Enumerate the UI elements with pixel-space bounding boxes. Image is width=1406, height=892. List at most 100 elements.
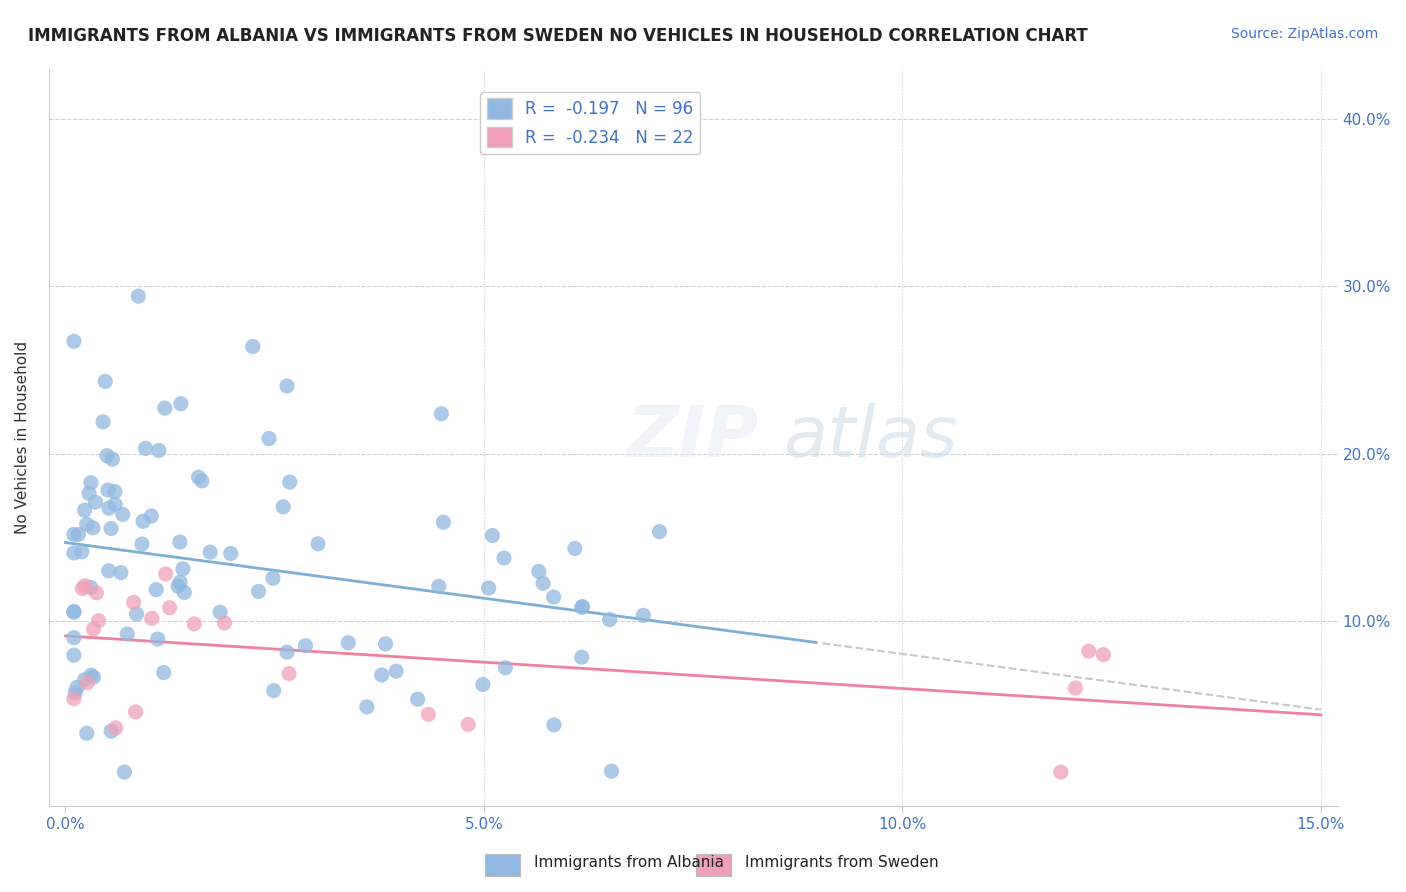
Legend: R =  -0.197   N = 96, R =  -0.234   N = 22: R = -0.197 N = 96, R = -0.234 N = 22	[479, 92, 700, 154]
Immigrants from Albania	[80, 668, 103, 682]
Immigrants from Albania	[100, 522, 122, 536]
Immigrants from Albania	[110, 566, 132, 580]
Immigrants from Albania	[406, 692, 429, 706]
Immigrants from Sweden	[214, 615, 236, 630]
Immigrants from Albania	[471, 677, 494, 691]
Immigrants from Albania	[478, 581, 501, 595]
Immigrants from Albania	[97, 501, 120, 516]
Immigrants from Albania	[63, 686, 86, 700]
Immigrants from Albania	[219, 547, 242, 561]
Immigrants from Albania	[77, 486, 100, 500]
Immigrants from Albania	[427, 579, 450, 593]
Immigrants from Albania	[135, 442, 157, 456]
Immigrants from Albania	[63, 605, 86, 619]
Immigrants from Albania	[63, 648, 86, 663]
Immigrants from Albania	[63, 631, 86, 645]
Immigrants from Sweden	[75, 579, 97, 593]
Immigrants from Albania	[145, 582, 167, 597]
Immigrants from Albania	[63, 546, 86, 560]
Immigrants from Albania	[79, 581, 101, 595]
Immigrants from Albania	[307, 537, 329, 551]
Immigrants from Albania	[112, 765, 135, 780]
Immigrants from Albania	[527, 565, 550, 579]
Immigrants from Albania	[152, 665, 174, 680]
Immigrants from Albania	[76, 517, 98, 532]
Immigrants from Albania	[131, 537, 153, 551]
Immigrants from Albania	[531, 576, 554, 591]
Immigrants from Sweden	[87, 614, 110, 628]
Immigrants from Sweden	[63, 691, 86, 706]
Immigrants from Albania	[200, 545, 222, 559]
Immigrants from Albania	[571, 600, 593, 615]
Immigrants from Sweden	[457, 717, 479, 731]
Immigrants from Albania	[564, 541, 586, 556]
Immigrants from Albania	[73, 503, 96, 517]
Immigrants from Albania	[125, 607, 148, 621]
Immigrants from Albania	[70, 545, 93, 559]
Immigrants from Sweden	[1064, 681, 1087, 695]
Immigrants from Albania	[276, 645, 298, 659]
Immigrants from Sweden	[1077, 644, 1099, 658]
Immigrants from Albania	[385, 664, 408, 678]
Immigrants from Albania	[571, 650, 593, 665]
Y-axis label: No Vehicles in Household: No Vehicles in Household	[15, 341, 30, 533]
Immigrants from Sweden	[122, 595, 145, 609]
Immigrants from Albania	[374, 637, 396, 651]
Immigrants from Albania	[91, 415, 114, 429]
Immigrants from Albania	[111, 508, 134, 522]
Immigrants from Albania	[169, 535, 191, 549]
Immigrants from Albania	[242, 339, 264, 353]
Immigrants from Albania	[66, 681, 89, 695]
Text: ZIP: ZIP	[627, 402, 759, 472]
Immigrants from Albania	[571, 599, 593, 614]
Immigrants from Albania	[97, 483, 120, 497]
Immigrants from Albania	[127, 289, 149, 303]
Immigrants from Albania	[370, 668, 392, 682]
Immigrants from Albania	[148, 443, 170, 458]
Immigrants from Albania	[173, 585, 195, 599]
Immigrants from Albania	[117, 627, 139, 641]
Immigrants from Sweden	[72, 582, 94, 596]
Immigrants from Albania	[492, 551, 515, 566]
Text: atlas: atlas	[783, 402, 957, 472]
Text: IMMIGRANTS FROM ALBANIA VS IMMIGRANTS FROM SWEDEN NO VEHICLES IN HOUSEHOLD CORRE: IMMIGRANTS FROM ALBANIA VS IMMIGRANTS FR…	[28, 27, 1088, 45]
Immigrants from Albania	[84, 495, 107, 509]
Immigrants from Albania	[96, 449, 118, 463]
Immigrants from Sweden	[159, 600, 181, 615]
Immigrants from Albania	[356, 700, 378, 714]
Immigrants from Sweden	[183, 616, 205, 631]
Immigrants from Albania	[271, 500, 294, 514]
Immigrants from Albania	[276, 379, 298, 393]
Immigrants from Albania	[172, 562, 194, 576]
Immigrants from Albania	[132, 515, 155, 529]
Immigrants from Sweden	[418, 707, 440, 722]
Immigrants from Sweden	[76, 675, 98, 690]
Text: Immigrants from Sweden: Immigrants from Sweden	[745, 855, 939, 870]
Immigrants from Albania	[63, 527, 86, 541]
Immigrants from Sweden	[124, 705, 146, 719]
Immigrants from Albania	[170, 397, 193, 411]
Immigrants from Albania	[167, 579, 190, 593]
Immigrants from Albania	[67, 527, 90, 541]
Immigrants from Albania	[63, 605, 86, 619]
Immigrants from Albania	[294, 639, 316, 653]
Immigrants from Albania	[101, 452, 124, 467]
Immigrants from Albania	[481, 528, 503, 542]
Immigrants from Albania	[543, 590, 565, 604]
Immigrants from Albania	[648, 524, 671, 539]
Immigrants from Albania	[97, 564, 120, 578]
Immigrants from Albania	[257, 432, 280, 446]
Immigrants from Albania	[247, 584, 270, 599]
Immigrants from Albania	[262, 571, 284, 585]
Immigrants from Albania	[278, 475, 301, 489]
Immigrants from Albania	[63, 334, 86, 349]
Immigrants from Albania	[100, 724, 122, 739]
Immigrants from Sweden	[104, 721, 127, 735]
Immigrants from Sweden	[278, 666, 301, 681]
Immigrants from Albania	[209, 605, 232, 619]
Immigrants from Albania	[600, 764, 623, 779]
Immigrants from Albania	[337, 636, 360, 650]
Immigrants from Sweden	[1050, 765, 1073, 780]
Immigrants from Albania	[187, 470, 209, 484]
Immigrants from Albania	[633, 608, 655, 623]
